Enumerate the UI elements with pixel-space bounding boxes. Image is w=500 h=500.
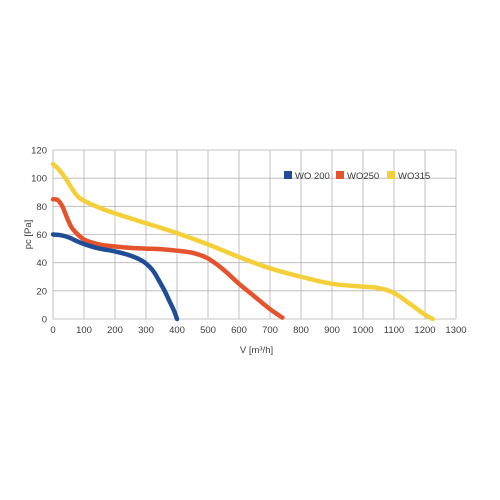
series-line-wo315 [50, 161, 435, 322]
x-tick-label: 1100 [384, 325, 404, 336]
x-axis-title: V [m³/h] [240, 345, 273, 356]
x-tick-label: 400 [169, 325, 185, 336]
legend-label-wo200: WO 200 [295, 171, 330, 182]
legend-swatch-wo200 [284, 171, 292, 179]
x-tick-label: 100 [76, 325, 92, 336]
legend-swatch-wo315 [387, 171, 395, 179]
y-tick-label: 20 [36, 286, 47, 297]
legend: WO 200 WO250 WO315 [284, 171, 430, 182]
x-tick-label: 700 [262, 325, 278, 336]
x-tick-label: 500 [200, 325, 216, 336]
y-tick-label: 120 [31, 146, 47, 157]
y-tick-label: 80 [36, 202, 47, 213]
y-axis-title: pc [Pa] [23, 220, 34, 250]
tick-labels: 0 100 200 300 400 500 600 700 800 900 1000 1100 1200… [31, 146, 466, 337]
series-line-wo250 [50, 196, 285, 320]
x-tick-label: 900 [324, 325, 340, 336]
series-line-wo200 [50, 232, 180, 322]
x-tick-label: 1300 [445, 325, 466, 336]
x-tick-label: 1200 [414, 325, 435, 336]
x-tick-label: 600 [231, 325, 247, 336]
y-tick-label: 40 [36, 258, 47, 269]
y-tick-label: 0 [42, 315, 47, 326]
legend-swatch-wo250 [336, 171, 344, 179]
y-tick-label: 100 [31, 174, 47, 185]
x-tick-label: 300 [138, 325, 154, 336]
x-tick-label: 1000 [352, 325, 373, 336]
x-tick-label: 200 [107, 325, 123, 336]
legend-label-wo315: WO315 [398, 171, 430, 182]
legend-label-wo250: WO250 [347, 171, 379, 182]
x-tick-label: 0 [50, 325, 55, 336]
x-tick-label: 800 [293, 325, 309, 336]
y-tick-label: 60 [36, 230, 47, 241]
series-lines [50, 161, 435, 322]
